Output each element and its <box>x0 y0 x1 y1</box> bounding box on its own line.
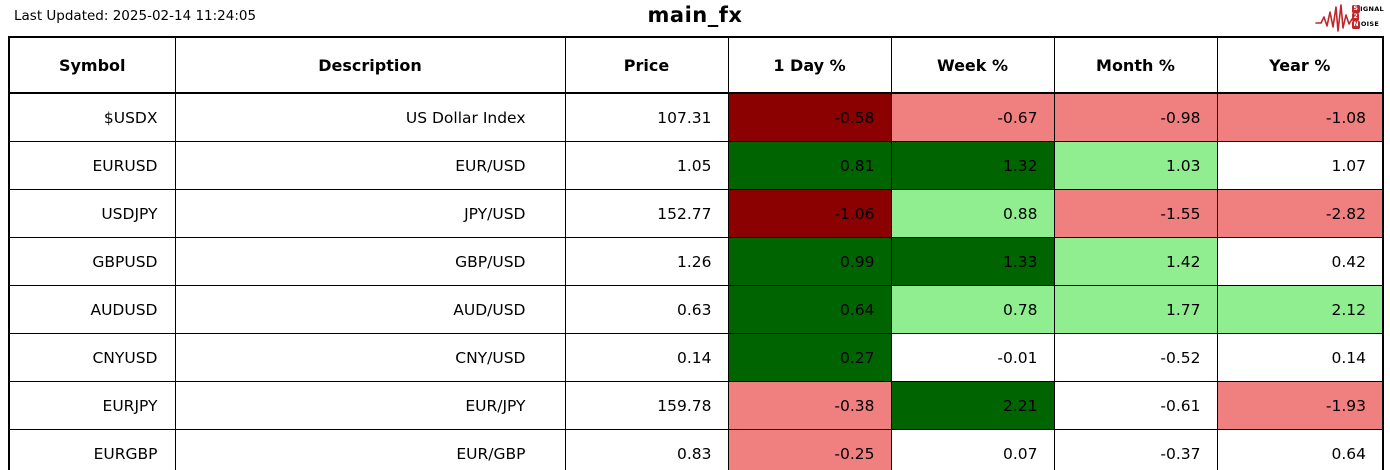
change-cell: -1.55 <box>1053 189 1218 238</box>
signal-2-noise-logo: S IGNAL 2 N OISE <box>1315 2 1384 32</box>
description-cell: JPY/USD <box>174 189 566 238</box>
change-cell: 1.33 <box>890 237 1055 286</box>
logo-text-line: N OISE <box>1352 20 1380 29</box>
change-cell: -0.37 <box>1053 429 1218 470</box>
description-cell: GBP/USD <box>174 237 566 286</box>
symbol-cell: EURGBP <box>8 429 176 470</box>
table-row: AUDUSD AUD/USD 0.63 0.64 0.78 1.77 2.12 <box>8 285 1384 334</box>
change-cell: -1.93 <box>1216 381 1384 430</box>
change-cell: -0.98 <box>1053 92 1218 142</box>
change-cell: 2.21 <box>890 381 1055 430</box>
table-row: CNYUSD CNY/USD 0.14 0.27 -0.01 -0.52 0.1… <box>8 333 1384 382</box>
header-row: Symbol Description Price 1 Day % Week % … <box>8 36 1384 94</box>
change-cell: 0.07 <box>890 429 1055 470</box>
symbol-cell: EURUSD <box>8 141 176 190</box>
change-cell: -0.58 <box>727 92 892 142</box>
description-cell: EUR/USD <box>174 141 566 190</box>
price-cell: 0.63 <box>564 285 729 334</box>
column-header-description: Description <box>174 36 566 94</box>
last-updated-text: Last Updated: 2025-02-14 11:24:05 <box>14 8 257 24</box>
change-cell: 0.88 <box>890 189 1055 238</box>
waveform-icon <box>1315 2 1357 32</box>
change-cell: -0.67 <box>890 92 1055 142</box>
column-header-week: Week % <box>890 36 1055 94</box>
logo-text-line: 2 <box>1352 13 1360 21</box>
symbol-cell: EURJPY <box>8 381 176 430</box>
change-cell: 1.77 <box>1053 285 1218 334</box>
logo-text: S IGNAL 2 N OISE <box>1352 4 1384 29</box>
change-cell: 0.64 <box>1216 429 1384 470</box>
price-cell: 0.14 <box>564 333 729 382</box>
change-cell: 1.32 <box>890 141 1055 190</box>
change-cell: -0.61 <box>1053 381 1218 430</box>
description-cell: AUD/USD <box>174 285 566 334</box>
price-cell: 107.31 <box>564 92 729 142</box>
symbol-cell: USDJPY <box>8 189 176 238</box>
change-cell: 0.42 <box>1216 237 1384 286</box>
change-cell: 1.42 <box>1053 237 1218 286</box>
change-cell: -1.06 <box>727 189 892 238</box>
change-cell: -2.82 <box>1216 189 1384 238</box>
description-cell: CNY/USD <box>174 333 566 382</box>
change-cell: 0.14 <box>1216 333 1384 382</box>
price-cell: 1.26 <box>564 237 729 286</box>
change-cell: -1.08 <box>1216 92 1384 142</box>
column-header-1day: 1 Day % <box>727 36 892 94</box>
price-cell: 152.77 <box>564 189 729 238</box>
description-cell: EUR/JPY <box>174 381 566 430</box>
page-title: main_fx <box>647 3 743 27</box>
price-cell: 1.05 <box>564 141 729 190</box>
change-cell: 0.64 <box>727 285 892 334</box>
column-header-symbol: Symbol <box>8 36 176 94</box>
symbol-cell: CNYUSD <box>8 333 176 382</box>
table-row: $USDX US Dollar Index 107.31 -0.58 -0.67… <box>8 92 1384 142</box>
column-header-price: Price <box>564 36 729 94</box>
symbol-cell: AUDUSD <box>8 285 176 334</box>
change-cell: -0.25 <box>727 429 892 470</box>
table-row: EURJPY EUR/JPY 159.78 -0.38 2.21 -0.61 -… <box>8 381 1384 430</box>
description-cell: US Dollar Index <box>174 92 566 142</box>
price-cell: 159.78 <box>564 381 729 430</box>
change-cell: -0.38 <box>727 381 892 430</box>
change-cell: 0.81 <box>727 141 892 190</box>
fx-table: Symbol Description Price 1 Day % Week % … <box>8 36 1384 470</box>
change-cell: 2.12 <box>1216 285 1384 334</box>
column-header-year: Year % <box>1216 36 1384 94</box>
column-header-month: Month % <box>1053 36 1218 94</box>
change-cell: 0.78 <box>890 285 1055 334</box>
change-cell: 0.27 <box>727 333 892 382</box>
description-cell: EUR/GBP <box>174 429 566 470</box>
change-cell: 0.99 <box>727 237 892 286</box>
change-cell: -0.01 <box>890 333 1055 382</box>
table-row: USDJPY JPY/USD 152.77 -1.06 0.88 -1.55 -… <box>8 189 1384 238</box>
fx-table-body: $USDX US Dollar Index 107.31 -0.58 -0.67… <box>8 92 1384 470</box>
change-cell: 1.07 <box>1216 141 1384 190</box>
table-row: EURGBP EUR/GBP 0.83 -0.25 0.07 -0.37 0.6… <box>8 429 1384 470</box>
logo-text-line: S IGNAL <box>1352 4 1384 14</box>
symbol-cell: GBPUSD <box>8 237 176 286</box>
symbol-cell: $USDX <box>8 92 176 142</box>
price-cell: 0.83 <box>564 429 729 470</box>
change-cell: -0.52 <box>1053 333 1218 382</box>
change-cell: 1.03 <box>1053 141 1218 190</box>
table-row: EURUSD EUR/USD 1.05 0.81 1.32 1.03 1.07 <box>8 141 1384 190</box>
table-row: GBPUSD GBP/USD 1.26 0.99 1.33 1.42 0.42 <box>8 237 1384 286</box>
